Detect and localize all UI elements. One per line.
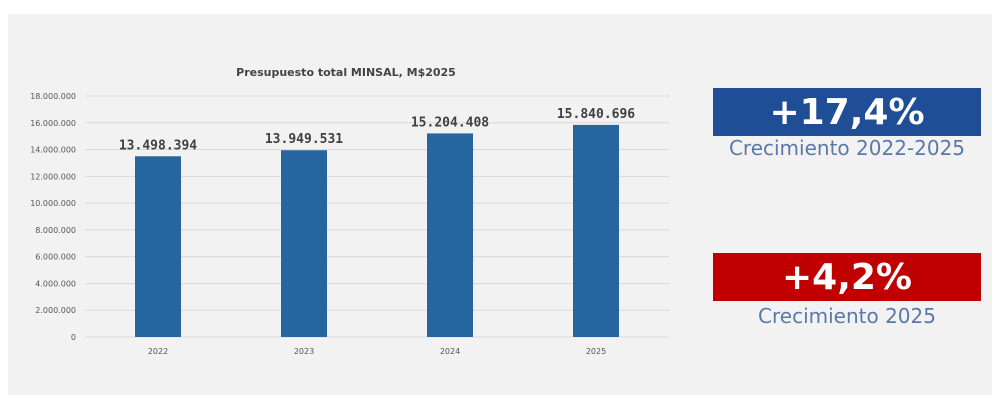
x-tick-label: 2025 (586, 347, 606, 356)
bar-2022 (135, 156, 181, 337)
bar-2025 (573, 124, 619, 338)
y-tick-label: 18.000.000 (30, 92, 76, 101)
y-tick-label: 14.000.000 (30, 146, 76, 155)
y-tick-label: 8.000.000 (35, 226, 76, 235)
x-tick-label: 2024 (440, 347, 460, 356)
x-tick-label: 2022 (148, 347, 168, 356)
kpi-growth-year-value: +4,2% (713, 253, 981, 301)
y-tick-label: 6.000.000 (35, 253, 76, 262)
y-tick-label: 12.000.000 (30, 172, 76, 181)
y-tick-label: 10.000.000 (30, 199, 76, 208)
y-tick-label: 16.000.000 (30, 119, 76, 128)
bar-2024 (427, 133, 473, 337)
y-tick-label: 4.000.000 (35, 279, 76, 288)
bar-chart: 0 2.000.000 4.000.000 6.000.000 8.000.000 10.… (30, 92, 669, 356)
data-label: 13.949.531 (265, 132, 343, 147)
x-tick-label: 2023 (294, 347, 314, 356)
kpi-growth-total-value: +17,4% (713, 88, 981, 136)
bar-2023 (281, 150, 327, 337)
kpi-growth-year-label: Crecimiento 2025 (758, 304, 936, 328)
y-tick-label: 2.000.000 (35, 306, 76, 315)
data-label: 15.204.408 (411, 115, 489, 130)
kpi-growth-total-label: Crecimiento 2022-2025 (728, 136, 966, 160)
data-label: 15.840.696 (557, 107, 635, 122)
data-label: 13.498.394 (119, 138, 197, 153)
chart-title: Presupuesto total MINSAL, M$2025 (236, 66, 456, 79)
y-tick-label: 0 (71, 333, 76, 342)
